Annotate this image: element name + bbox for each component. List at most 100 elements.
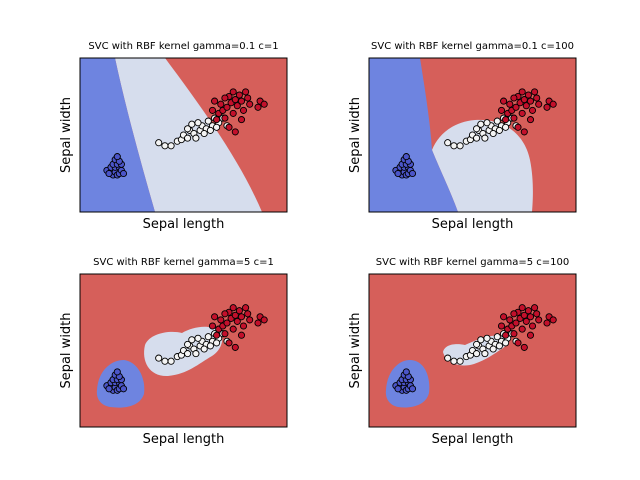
axes-frame [368,57,577,213]
data-point-class-2 [518,109,526,117]
data-point-class-2 [518,304,526,312]
region-class-0 [369,58,458,212]
data-point-class-2 [531,304,539,312]
data-point-class-2 [244,310,252,318]
data-point-class-1 [167,357,175,365]
data-point-class-1 [200,345,208,353]
data-point-class-2 [231,343,239,351]
data-point-class-1 [493,333,501,341]
data-point-class-2 [244,94,252,102]
data-point-class-2 [211,313,219,321]
data-point-class-1 [206,126,214,134]
data-point-class-1 [489,129,497,138]
data-point-class-2 [239,106,248,114]
subplot-title: SVC with RBF kernel gamma=0.1 c=100 [371,41,574,52]
data-point-class-1 [184,350,192,358]
data-point-class-1 [192,134,200,142]
y-axis-label: Sepal width [59,312,74,388]
x-axis-label: Sepal length [143,432,225,447]
data-point-class-2 [535,316,543,324]
data-point-class-1 [489,345,497,353]
data-point-class-2 [233,102,241,110]
data-point-class-2 [497,322,506,330]
data-point-class-0 [119,169,128,178]
scatter-points [103,304,268,394]
axes-frame [368,273,577,428]
data-point-class-1 [161,357,169,365]
data-point-class-1 [206,342,214,350]
data-point-class-2 [221,330,229,338]
data-point-class-1 [194,119,202,127]
data-point-class-2 [528,322,537,330]
data-point-class-1 [155,139,163,147]
data-point-class-0 [394,385,402,393]
data-point-class-1 [200,129,208,138]
data-point-class-1 [450,142,458,150]
scatter-points [103,88,268,179]
data-point-class-1 [473,134,481,142]
data-point-class-1 [493,117,501,125]
data-point-class-2 [500,97,508,105]
data-point-class-2 [235,91,243,99]
data-point-class-2 [528,106,537,114]
data-point-class-1 [477,336,485,344]
data-point-class-2 [221,114,229,122]
data-point-class-2 [229,88,237,96]
data-point-class-2 [223,103,231,111]
data-point-class-1 [184,125,192,133]
y-axis-label: Sepal width [348,97,363,173]
data-point-class-1 [188,120,196,128]
data-point-class-2 [237,331,246,339]
data-point-class-2 [549,100,557,108]
data-point-class-2 [211,97,219,105]
data-point-class-2 [531,88,539,96]
data-point-class-1 [213,123,221,131]
subplot-gamma5-c100: SVC with RBF kernel gamma=5 c=100 Sepal … [348,257,577,447]
data-point-class-2 [231,128,239,136]
x-axis-label: Sepal length [432,432,514,447]
data-point-class-0 [402,153,410,161]
data-point-class-2 [533,310,541,318]
data-point-class-2 [520,343,528,351]
data-point-class-2 [526,97,535,105]
data-point-class-0 [105,169,113,178]
data-point-class-2 [213,331,221,339]
data-point-class-2 [260,316,268,324]
data-point-class-2 [510,310,518,318]
data-point-class-2 [254,103,262,111]
data-point-class-2 [510,330,518,338]
data-point-class-2 [237,313,246,321]
data-point-class-2 [533,94,541,102]
data-point-class-0 [105,385,113,393]
axes-frame [79,57,288,213]
data-point-class-1 [473,340,481,348]
data-point-class-1 [495,342,503,350]
data-point-class-1 [213,339,221,347]
data-point-class-2 [524,91,532,99]
data-point-class-1 [481,134,489,142]
data-point-class-2 [221,94,229,102]
data-point-class-1 [481,350,489,358]
data-point-class-2 [520,128,528,136]
data-point-class-2 [229,109,237,117]
data-point-class-2 [208,322,217,330]
region-class-1 [432,119,533,212]
data-point-class-2 [229,325,237,333]
data-point-class-2 [524,307,532,315]
data-point-class-2 [217,100,225,108]
data-point-class-2 [514,339,522,347]
axes-frame [79,273,288,428]
data-point-class-2 [237,97,246,105]
data-point-class-1 [502,123,510,131]
data-point-class-2 [502,331,510,339]
data-point-class-1 [444,139,452,147]
data-point-class-2 [208,106,217,114]
data-point-class-1 [194,334,202,342]
data-point-class-0 [402,368,410,376]
data-point-class-2 [506,100,514,108]
data-point-class-2 [221,310,229,318]
data-point-class-1 [161,142,169,150]
data-point-class-0 [113,368,121,376]
data-point-class-2 [229,304,237,312]
data-point-class-1 [204,117,212,125]
